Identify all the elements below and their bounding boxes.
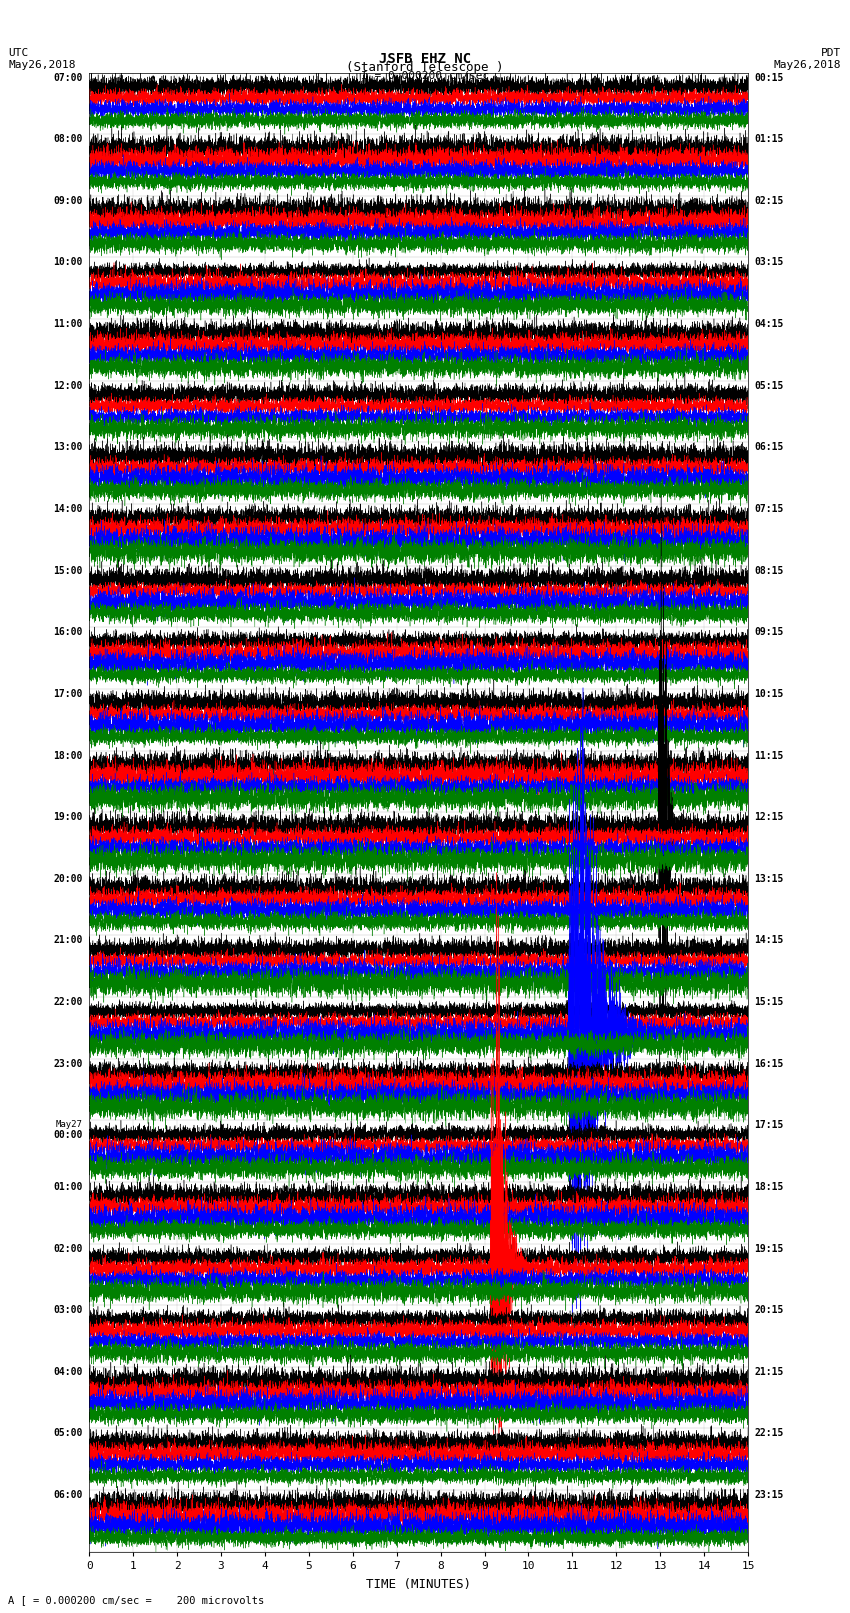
Text: 07:15: 07:15 <box>755 503 784 515</box>
Text: PDT: PDT <box>821 48 842 58</box>
Text: 11:00: 11:00 <box>54 319 82 329</box>
Text: 01:00: 01:00 <box>54 1182 82 1192</box>
Text: 06:00: 06:00 <box>54 1490 82 1500</box>
Text: 16:00: 16:00 <box>54 627 82 637</box>
Text: 03:15: 03:15 <box>755 258 784 268</box>
Text: 10:00: 10:00 <box>54 258 82 268</box>
Text: 10:15: 10:15 <box>755 689 784 698</box>
Text: 01:15: 01:15 <box>755 134 784 144</box>
Text: 04:00: 04:00 <box>54 1366 82 1378</box>
Text: 16:15: 16:15 <box>755 1058 784 1069</box>
Text: 09:00: 09:00 <box>54 195 82 206</box>
Text: 08:15: 08:15 <box>755 566 784 576</box>
Text: 18:00: 18:00 <box>54 750 82 760</box>
Text: 20:15: 20:15 <box>755 1305 784 1315</box>
Text: 23:15: 23:15 <box>755 1490 784 1500</box>
Text: 07:00: 07:00 <box>54 73 82 82</box>
Text: 23:00: 23:00 <box>54 1058 82 1069</box>
Text: 00:15: 00:15 <box>755 73 784 82</box>
Text: 20:00: 20:00 <box>54 874 82 884</box>
Text: 02:15: 02:15 <box>755 195 784 206</box>
Text: 22:15: 22:15 <box>755 1429 784 1439</box>
Text: 12:00: 12:00 <box>54 381 82 390</box>
Text: 06:15: 06:15 <box>755 442 784 452</box>
Text: 02:00: 02:00 <box>54 1244 82 1253</box>
Text: 19:15: 19:15 <box>755 1244 784 1253</box>
Text: 22:00: 22:00 <box>54 997 82 1007</box>
Text: I = 0.000200 cm/sec: I = 0.000200 cm/sec <box>361 71 489 81</box>
Text: 17:15: 17:15 <box>755 1121 784 1131</box>
Text: 05:15: 05:15 <box>755 381 784 390</box>
Text: 21:00: 21:00 <box>54 936 82 945</box>
Text: 00:00: 00:00 <box>54 1129 82 1139</box>
Text: (Stanford Telescope ): (Stanford Telescope ) <box>346 61 504 74</box>
Text: JSFB EHZ NC: JSFB EHZ NC <box>379 52 471 66</box>
Text: 09:15: 09:15 <box>755 627 784 637</box>
Text: May26,2018: May26,2018 <box>774 60 842 69</box>
X-axis label: TIME (MINUTES): TIME (MINUTES) <box>366 1578 471 1590</box>
Text: A [ = 0.000200 cm/sec =    200 microvolts: A [ = 0.000200 cm/sec = 200 microvolts <box>8 1595 264 1605</box>
Text: 03:00: 03:00 <box>54 1305 82 1315</box>
Text: 13:15: 13:15 <box>755 874 784 884</box>
Text: UTC: UTC <box>8 48 29 58</box>
Text: 12:15: 12:15 <box>755 813 784 823</box>
Text: 19:00: 19:00 <box>54 813 82 823</box>
Text: 14:15: 14:15 <box>755 936 784 945</box>
Text: May27: May27 <box>56 1121 82 1129</box>
Text: 15:00: 15:00 <box>54 566 82 576</box>
Text: 18:15: 18:15 <box>755 1182 784 1192</box>
Text: 08:00: 08:00 <box>54 134 82 144</box>
Text: May26,2018: May26,2018 <box>8 60 76 69</box>
Text: 13:00: 13:00 <box>54 442 82 452</box>
Text: 04:15: 04:15 <box>755 319 784 329</box>
Text: 21:15: 21:15 <box>755 1366 784 1378</box>
Text: 05:00: 05:00 <box>54 1429 82 1439</box>
Text: 11:15: 11:15 <box>755 750 784 760</box>
Text: 14:00: 14:00 <box>54 503 82 515</box>
Text: 15:15: 15:15 <box>755 997 784 1007</box>
Text: 17:00: 17:00 <box>54 689 82 698</box>
